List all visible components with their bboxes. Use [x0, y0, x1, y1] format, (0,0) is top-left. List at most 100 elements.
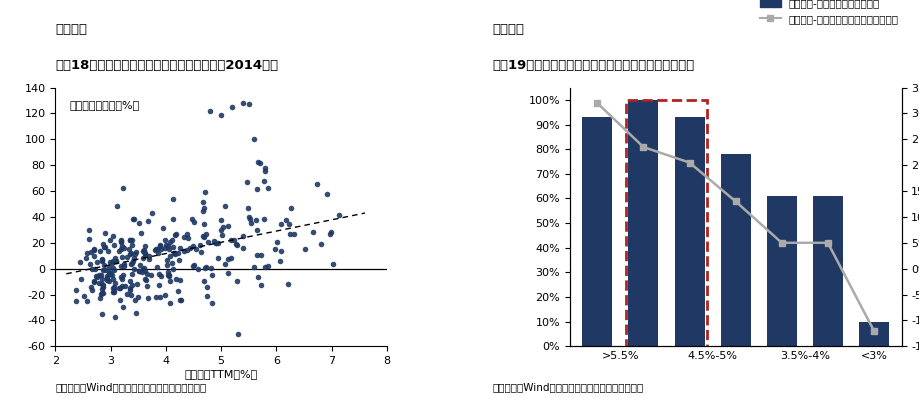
Point [199, 293, 214, 300]
Point [176, 233, 191, 240]
Point [180, 235, 195, 242]
Point [242, 214, 256, 220]
Point [74, 276, 88, 283]
Point [82, 235, 96, 242]
Point [197, 278, 211, 285]
Point [286, 230, 301, 237]
Point [228, 241, 243, 247]
Point [125, 242, 140, 248]
Point [230, 278, 244, 284]
Point [254, 252, 268, 258]
Point [107, 289, 121, 295]
Point [240, 178, 255, 185]
Point [95, 256, 109, 263]
Point [269, 238, 284, 245]
Point [325, 261, 340, 267]
Point [114, 238, 129, 244]
Point [72, 259, 86, 265]
Point [106, 265, 120, 271]
Point [257, 168, 272, 174]
Point [243, 216, 257, 222]
Point [136, 265, 151, 271]
Text: 来周频）: 来周频） [55, 23, 87, 36]
Point [85, 287, 99, 293]
Point [163, 278, 177, 284]
Point [116, 185, 130, 191]
Point [213, 217, 228, 224]
Point [138, 276, 153, 282]
Point [142, 256, 156, 262]
Point [179, 247, 194, 253]
Point [86, 278, 101, 284]
Point [95, 258, 109, 264]
Text: 资料来源：Wind，兴业证券经济与金融研究院整理: 资料来源：Wind，兴业证券经济与金融研究院整理 [492, 382, 642, 392]
Point [118, 283, 132, 289]
Point [131, 268, 146, 274]
Point [95, 311, 109, 317]
Point [97, 267, 112, 273]
Point [112, 285, 127, 291]
Bar [628, 100, 658, 346]
Point [251, 273, 266, 280]
Point [205, 272, 220, 278]
Point [204, 300, 219, 306]
Point [123, 284, 138, 291]
Point [153, 246, 167, 252]
Point [136, 265, 151, 272]
Point [186, 243, 200, 249]
Point [136, 247, 151, 254]
Point [117, 263, 131, 269]
Point [114, 273, 129, 280]
Point [217, 261, 232, 267]
Point [114, 242, 129, 249]
Point [185, 216, 199, 222]
Point [93, 291, 108, 297]
Point [173, 244, 187, 251]
Point [162, 252, 176, 259]
Point [95, 267, 109, 273]
Point [129, 249, 143, 256]
Point [197, 234, 211, 240]
Point [153, 294, 167, 300]
Point [138, 242, 153, 249]
Point [176, 248, 191, 255]
Point [114, 263, 129, 269]
Point [93, 295, 108, 302]
Point [208, 240, 222, 247]
Point [124, 291, 139, 298]
Point [82, 227, 96, 234]
Point [116, 272, 130, 278]
Text: 资料来源：Wind，兴业证券经济与金融研究院整理: 资料来源：Wind，兴业证券经济与金融研究院整理 [55, 382, 206, 392]
Point [93, 248, 108, 254]
Point [103, 270, 118, 277]
Point [256, 216, 271, 222]
Point [135, 269, 150, 275]
Point [103, 237, 118, 243]
Point [108, 258, 123, 264]
Point [273, 221, 288, 227]
Point [160, 262, 175, 268]
Point [124, 260, 139, 267]
Point [96, 244, 111, 250]
Point [244, 219, 258, 226]
Point [261, 185, 276, 192]
Point [221, 223, 235, 229]
Point [97, 230, 112, 236]
Point [171, 287, 186, 294]
Point [167, 251, 182, 257]
Bar [674, 117, 704, 346]
Point [84, 284, 98, 291]
Point [140, 271, 154, 277]
Point [167, 232, 182, 238]
Point [253, 281, 267, 288]
Point [79, 255, 94, 261]
Point [217, 203, 232, 210]
Point [107, 267, 121, 273]
Point [115, 275, 130, 282]
Point [137, 251, 152, 257]
Bar [720, 154, 750, 346]
Point [127, 297, 142, 303]
Point [209, 240, 223, 246]
Point [210, 240, 225, 246]
Point [103, 259, 118, 265]
